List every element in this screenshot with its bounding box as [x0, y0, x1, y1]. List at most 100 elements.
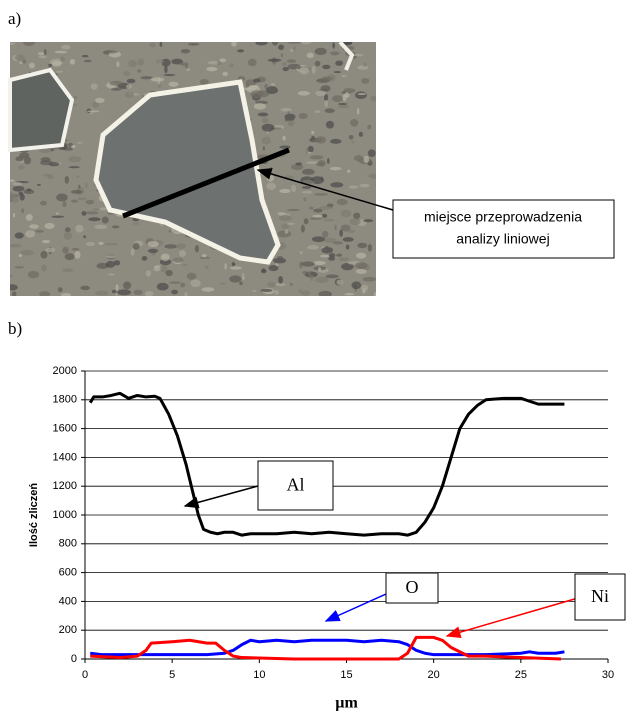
- texture: [312, 215, 322, 218]
- texture: [306, 147, 308, 154]
- texture: [65, 253, 75, 260]
- texture: [323, 219, 334, 222]
- texture: [338, 105, 350, 108]
- texture: [138, 58, 144, 65]
- texture: [164, 244, 177, 248]
- texture: [290, 283, 293, 286]
- texture: [44, 49, 47, 55]
- texture: [298, 91, 310, 96]
- texture: [310, 217, 322, 219]
- texture: [206, 67, 217, 71]
- texture: [14, 266, 24, 268]
- texture: [295, 162, 302, 165]
- texture: [290, 49, 293, 52]
- texture: [304, 218, 309, 224]
- texture: [54, 51, 67, 54]
- texture: [349, 135, 354, 139]
- texture: [52, 216, 65, 218]
- texture: [37, 184, 41, 186]
- texture: [288, 41, 302, 43]
- texture: [95, 291, 108, 296]
- texture: [258, 113, 269, 117]
- texture: [181, 49, 190, 53]
- texture: [280, 108, 291, 112]
- texture: [350, 119, 358, 127]
- texture: [74, 96, 78, 100]
- texture: [368, 149, 376, 157]
- series-label: O: [406, 577, 419, 597]
- texture: [232, 263, 235, 265]
- texture: [315, 110, 321, 113]
- texture: [112, 225, 120, 228]
- texture: [39, 291, 50, 296]
- texture: [70, 59, 75, 65]
- texture: [8, 42, 15, 45]
- texture: [61, 293, 72, 297]
- x-tick-label: 5: [169, 669, 175, 681]
- texture: [20, 194, 25, 201]
- texture: [248, 59, 257, 67]
- texture: [356, 269, 367, 274]
- texture: [275, 290, 279, 295]
- texture: [85, 211, 98, 214]
- texture: [173, 258, 183, 263]
- texture: [108, 273, 115, 275]
- texture: [65, 227, 71, 232]
- texture: [29, 63, 35, 69]
- texture: [7, 274, 12, 277]
- texture: [148, 249, 158, 253]
- texture: [254, 103, 266, 109]
- panel-label: a): [8, 9, 21, 28]
- texture: [340, 210, 351, 218]
- texture: [202, 254, 207, 258]
- texture: [164, 66, 167, 74]
- texture: [302, 191, 313, 194]
- texture: [41, 264, 46, 271]
- texture: [320, 255, 329, 258]
- texture: [102, 217, 109, 224]
- texture: [10, 197, 19, 203]
- texture: [333, 241, 343, 244]
- texture: [344, 92, 349, 98]
- texture: [48, 64, 52, 67]
- texture: [230, 266, 242, 269]
- texture: [313, 209, 322, 213]
- texture: [84, 60, 92, 63]
- texture: [134, 290, 143, 295]
- texture: [147, 241, 159, 247]
- texture: [56, 212, 59, 214]
- texture: [82, 211, 87, 216]
- x-tick-label: 25: [515, 669, 527, 681]
- texture: [266, 183, 276, 190]
- texture: [156, 59, 164, 63]
- texture: [106, 255, 116, 258]
- texture: [163, 74, 175, 76]
- y-tick-label: 400: [59, 595, 77, 607]
- texture: [127, 79, 136, 84]
- texture: [18, 165, 24, 169]
- texture: [12, 182, 22, 186]
- texture: [326, 274, 339, 278]
- callout-text: miejsce przeprowadzenia: [424, 209, 582, 225]
- texture: [153, 268, 161, 271]
- texture: [93, 208, 100, 210]
- texture: [269, 265, 279, 271]
- texture: [361, 284, 368, 291]
- y-tick-label: 1800: [53, 394, 77, 406]
- texture: [74, 251, 80, 259]
- texture: [38, 52, 44, 55]
- texture: [24, 157, 31, 165]
- texture: [71, 200, 78, 203]
- texture: [356, 253, 366, 259]
- texture: [262, 118, 269, 124]
- texture: [71, 145, 75, 148]
- x-tick-label: 30: [602, 669, 614, 681]
- texture: [71, 190, 82, 194]
- texture: [364, 156, 369, 163]
- texture: [336, 199, 348, 205]
- texture: [301, 225, 305, 233]
- texture: [77, 142, 83, 144]
- texture: [9, 244, 22, 248]
- texture: [149, 43, 156, 48]
- texture: [364, 63, 366, 67]
